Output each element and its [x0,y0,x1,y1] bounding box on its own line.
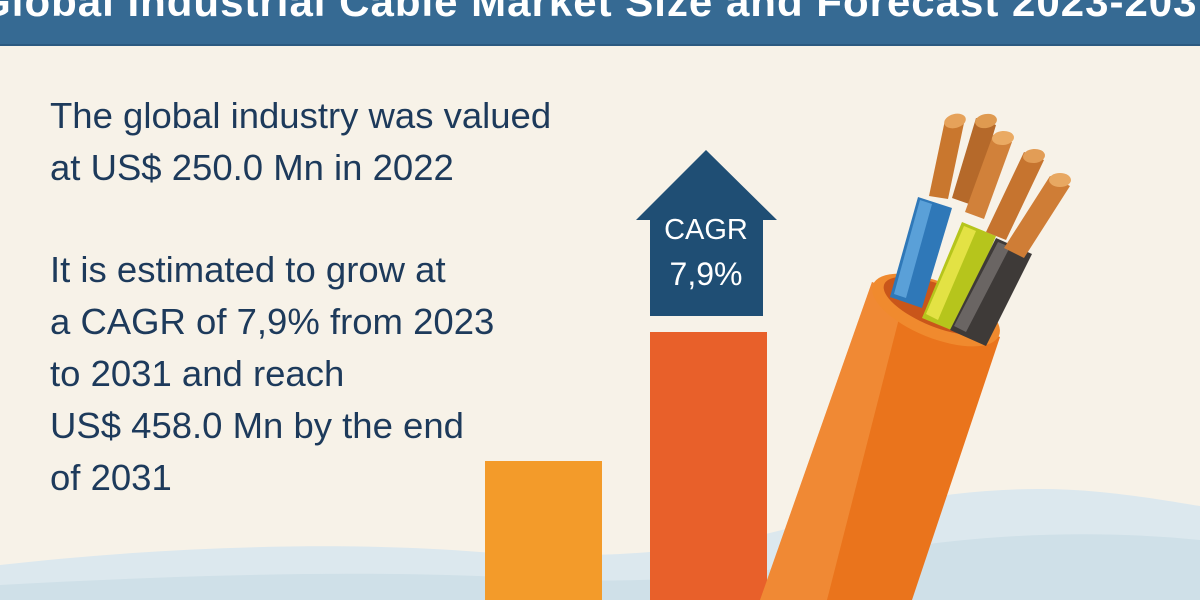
growth-line-3: to 2031 and reach [50,353,345,394]
banner-title: Global Industrial Cable Market Size and … [0,0,1200,25]
up-arrow-icon [636,150,777,316]
top-banner: Global Industrial Cable Market Size and … [0,0,1200,46]
cagr-value: 7,9% [669,256,743,292]
bar-2031 [650,332,767,600]
valuation-statement: The global industry was valued at US$ 25… [50,90,551,194]
valuation-line-1: The global industry was valued [50,95,552,136]
growth-statement: It is estimated to grow at a CAGR of 7,9… [50,244,494,504]
growth-line-4: US$ 458.0 Mn by the end [50,405,464,446]
growth-line-2: a CAGR of 7,9% from 2023 [50,301,495,342]
growth-line-5: of 2031 [50,457,172,498]
cagr-label: CAGR [664,214,748,246]
bar-2022 [485,461,602,600]
cable-icon [760,113,1071,600]
valuation-line-2: at US$ 250.0 Mn in 2022 [50,147,454,188]
growth-line-1: It is estimated to grow at [50,249,446,290]
